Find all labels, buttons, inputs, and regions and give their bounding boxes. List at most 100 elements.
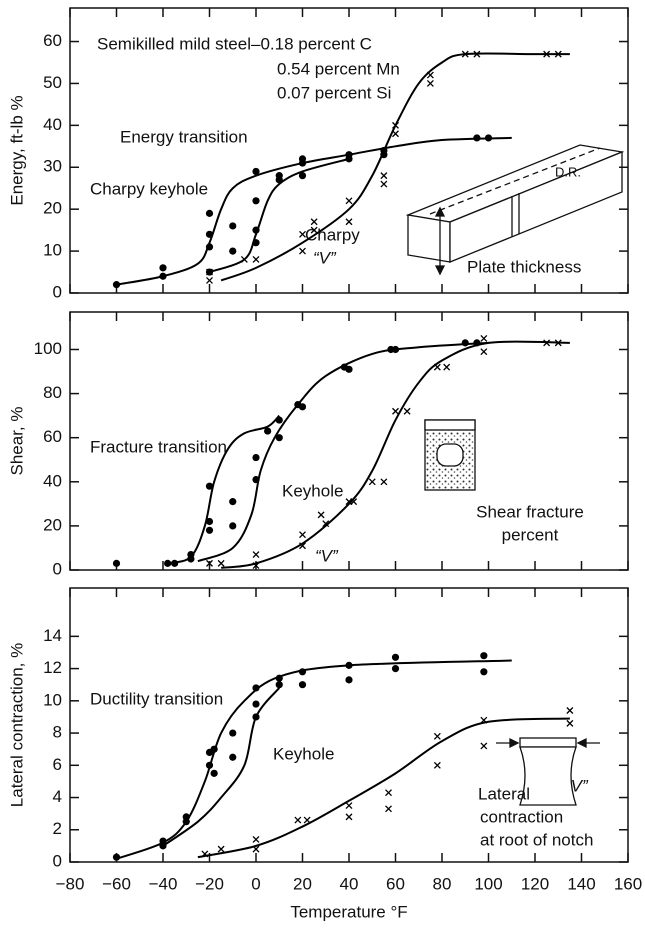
curve [162, 687, 281, 847]
x-tick-label: 60 [386, 874, 405, 893]
dot-point [298, 681, 307, 689]
dot-point [112, 559, 121, 567]
y-tick-label: 0 [53, 559, 62, 578]
x-tick-label: 100 [474, 874, 502, 893]
dot-point [252, 700, 260, 708]
cross-point [217, 559, 225, 567]
dot-point [205, 209, 214, 217]
cross-point [299, 531, 306, 539]
cross-point [252, 256, 260, 263]
dot-point [159, 264, 167, 272]
cross-point [385, 789, 392, 797]
y-tick-label: 80 [43, 383, 62, 402]
cross-point [380, 478, 388, 486]
cross-point [217, 845, 225, 853]
dot-point [229, 222, 237, 230]
annotation: Energy transition [120, 127, 248, 146]
dot-point [229, 729, 237, 737]
cross-point [403, 407, 411, 415]
annotation: Keyhole [282, 481, 343, 500]
dot-point [229, 522, 237, 530]
dot-point [264, 427, 272, 435]
y-axis-label: Lateral contraction, % [7, 643, 26, 807]
dot-point [205, 482, 214, 490]
y-tick-label: 0 [53, 851, 62, 870]
x-tick-label: −80 [56, 874, 85, 893]
cross-point [566, 719, 574, 727]
x-tick-label: 80 [433, 874, 452, 893]
plate-sketch [405, 144, 625, 276]
x-tick-label: −20 [195, 874, 224, 893]
x-tick-label: 0 [251, 874, 260, 893]
cross-point [480, 742, 488, 750]
y-tick-label: 40 [43, 115, 62, 134]
annotation: “V” [315, 546, 339, 565]
dot-point [252, 167, 260, 176]
y-tick-label: 100 [34, 339, 62, 358]
y-tick-label: 10 [43, 690, 62, 709]
curve [167, 414, 280, 565]
annotation: Charpy [305, 225, 360, 244]
x-tick-label: 120 [521, 874, 549, 893]
y-tick-label: 50 [43, 73, 62, 92]
annotation: Ductility transition [90, 689, 223, 708]
cross-point [322, 520, 330, 528]
cross-point [443, 363, 451, 371]
annotation: Shear fracture [476, 502, 584, 521]
cross-point [317, 511, 325, 519]
annotation: Plate thickness [467, 257, 581, 276]
cross-point [345, 197, 353, 205]
cross-point [392, 407, 399, 415]
y-axis-label: Energy, ft-lb % [7, 95, 26, 205]
y-tick-label: 20 [43, 199, 62, 218]
cross-point [480, 348, 488, 356]
cross-point [252, 551, 260, 559]
cross-point [426, 79, 434, 87]
curve [197, 341, 489, 563]
x-tick-label: 140 [567, 874, 595, 893]
cross-point [345, 813, 353, 821]
annotation: Keyhole [273, 744, 334, 763]
y-tick-label: 60 [43, 427, 62, 446]
y-tick-label: 6 [53, 755, 62, 774]
cross-point [433, 761, 441, 769]
dot-point [275, 681, 283, 689]
curve [220, 52, 570, 282]
dot-point [210, 769, 218, 777]
contraction-sketch [496, 737, 600, 806]
dot-point [391, 664, 400, 673]
curve [197, 717, 570, 859]
dot-point [391, 653, 400, 661]
dot-point [205, 526, 214, 534]
curve [209, 157, 350, 273]
cross-point [566, 707, 574, 714]
cross-point [480, 335, 488, 342]
annotation: 0.07 percent Si [277, 83, 391, 102]
curve [116, 659, 512, 860]
y-tick-label: 12 [43, 658, 62, 677]
cross-point [206, 276, 213, 284]
cross-point [252, 835, 260, 843]
dot-point [298, 403, 307, 411]
annotation: percent [502, 525, 559, 544]
x-axis-label: Temperature °F [290, 902, 407, 921]
y-tick-label: 8 [53, 723, 62, 742]
dot-point [480, 668, 488, 676]
dot-point [275, 434, 283, 442]
dot-point [345, 676, 353, 684]
annotation: D.R. [555, 164, 581, 179]
dot-point [345, 365, 353, 373]
x-tick-label: 20 [293, 874, 312, 893]
annotation: Semikilled mild steel–0.18 percent C [97, 34, 372, 53]
annotation: “V” [313, 248, 337, 267]
dot-point [252, 453, 260, 462]
annotation: Charpy keyhole [90, 179, 208, 198]
dot-point [229, 498, 237, 506]
x-tick-label: 160 [614, 874, 642, 893]
cross-point [433, 732, 441, 740]
cross-point [380, 172, 388, 180]
dot-point [298, 172, 307, 180]
dot-point [252, 684, 260, 692]
dot-point [461, 339, 469, 347]
